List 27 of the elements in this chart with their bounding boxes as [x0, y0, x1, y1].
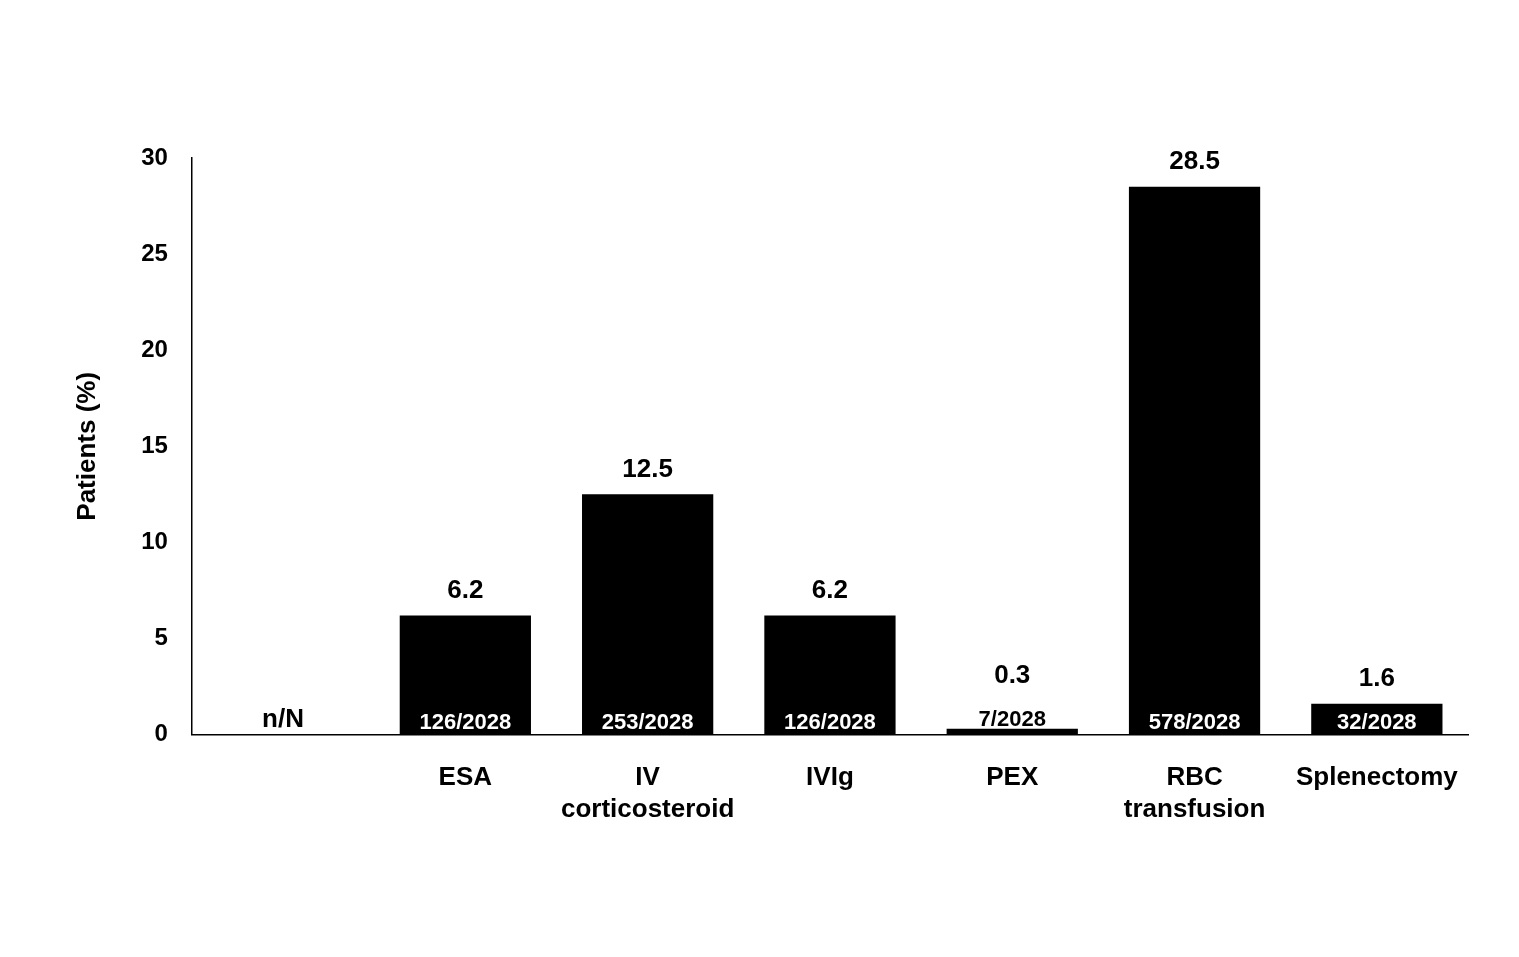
data-label: 12.5: [622, 452, 673, 483]
x-tick-label: IV corticosteroid: [560, 761, 735, 823]
y-tick-label: 30: [141, 142, 168, 170]
y-tick-label: 20: [141, 334, 168, 362]
data-label: 6.2: [811, 573, 849, 604]
data-label: 0.3: [994, 659, 1031, 690]
y-tick-label: 25: [141, 238, 168, 266]
data-label: 6.2: [447, 573, 484, 604]
annotation: 253/2028: [601, 708, 694, 734]
x-tick-label: ESA: [438, 761, 493, 792]
annotation: n/N: [262, 702, 304, 733]
data-label: 1.6: [1358, 662, 1395, 693]
annotation: 32/2028: [1337, 708, 1417, 734]
y-tick-label: 5: [154, 623, 168, 651]
data-label: 28.5: [1169, 145, 1220, 175]
annotation: 7/2028: [978, 705, 1046, 731]
x-tick-label: Splenectomy: [1295, 761, 1459, 792]
y-axis-title: Patients (%): [70, 371, 101, 521]
y-tick-label: 0: [154, 719, 168, 747]
x-tick-label: PEX: [986, 761, 1039, 792]
x-tick-label: IVIg: [806, 761, 854, 792]
annotation: 578/2028: [1148, 708, 1241, 734]
annotation: 126/2028: [419, 708, 512, 734]
y-tick-label: 15: [141, 430, 168, 458]
annotation: 126/2028: [784, 708, 876, 734]
y-tick-label: 10: [141, 527, 168, 555]
x-tick-label: RBC transfusion: [1123, 761, 1266, 823]
